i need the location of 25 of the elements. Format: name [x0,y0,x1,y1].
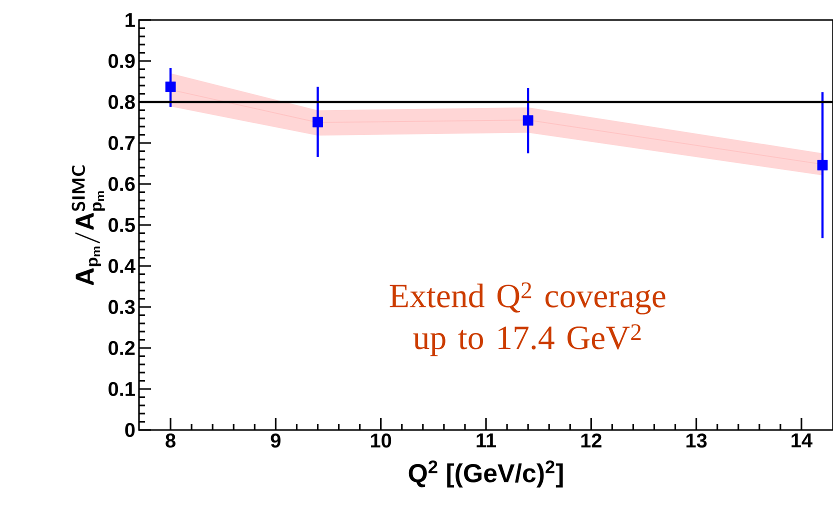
point [817,160,828,170]
y-tick-label: 1 [126,13,135,27]
x-tick-label: 8 [166,434,176,448]
x-tick-label: 12 [581,434,602,448]
annotation: Extend Q$^{2}$ coverage up to 17.4 GeV$^{2}$ [390,282,666,356]
y-tick-label: 0 [125,422,135,438]
y-axis-title: $\mathsf{A_{p_m} / A_{p_m}^{SIMC}}$ [72,165,105,286]
x-tick-label: 9 [270,434,280,448]
y-tick-label: 0.2 [108,340,135,356]
y-tick-label: 0.8 [108,94,135,110]
point [165,82,176,92]
x-tick-label: 10 [371,434,392,448]
y-tick-label: 0.6 [108,176,135,192]
y-tick-label: 0.1 [108,382,135,396]
y-tick-label: 0.3 [108,300,135,314]
y-tick-label: 0.9 [108,54,135,68]
x-tick-label: 14 [792,434,812,448]
y-tick-label: 0.7 [108,136,135,150]
point [522,115,534,126]
x-tick-label: 13 [686,434,707,448]
x-axis-title: Q$^{2}$ [(GeV/c)$^{2}$] [408,460,563,488]
y-tick-label: 0.5 [108,218,135,232]
y-tick-label: 0.4 [108,258,136,274]
point [312,116,323,128]
x-tick-label: 11 [476,434,496,448]
